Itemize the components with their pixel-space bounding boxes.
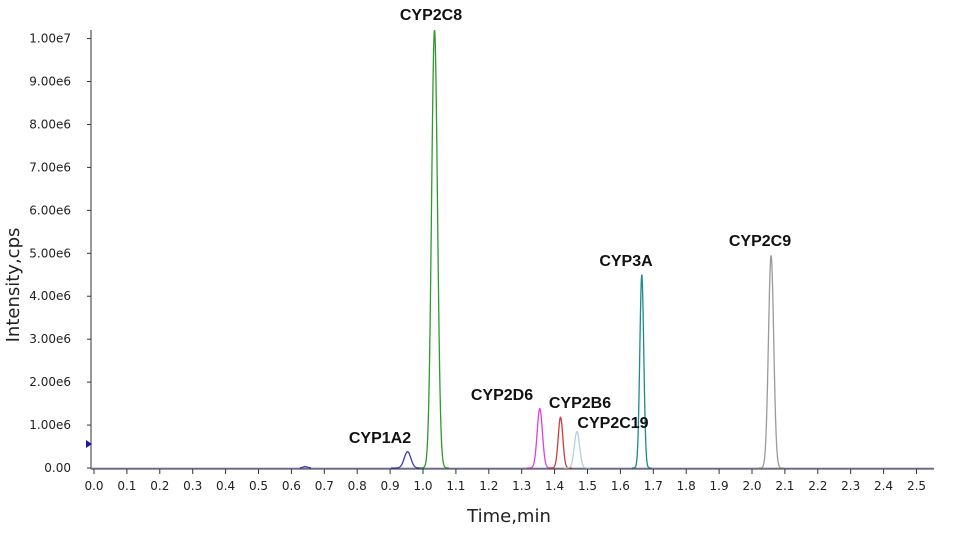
x-tick-label: 2.0 [742,479,761,493]
y-tick-label: 5.00e6 [29,246,71,260]
x-tick-label: 2.1 [775,479,794,493]
y-tick-label: 1.00e6 [29,418,71,432]
x-tick-label: 0.3 [183,479,202,493]
x-tick-label: 1.2 [479,479,498,493]
x-tick-label: 2.2 [808,479,827,493]
x-tick-label: 1.4 [545,479,564,493]
y-axis-title: Intensity,cps [3,228,24,343]
baseline-noise [299,465,312,469]
x-tick-label: 0.9 [381,479,400,493]
peak-trace-cyp2c19 [563,430,591,469]
peak-label-cyp1a2: CYP1A2 [349,430,411,447]
peak-label-cyp2d6: CYP2D6 [471,387,533,404]
x-tick-label: 2.4 [874,479,893,493]
x-tick-label: 2.5 [907,479,926,493]
x-tick-label: 0.5 [249,479,268,493]
x-tick-label: 1.5 [578,479,597,493]
y-tick-label: 3.00e6 [29,332,71,346]
x-tick-label: 1.7 [644,479,663,493]
peak-label-cyp2b6: CYP2B6 [549,395,611,412]
x-axis-title: Time,min [466,506,551,527]
y-axis-marker-icon [86,440,92,448]
x-axis: 0.0 0.1 0.2 0.3 0.4 0.5 0.6 0.7 0.8 0.9 1.0 1.1 1.2 1… [84,468,934,493]
peak-trace-cyp3a [631,274,652,469]
peak-trace-cyp2c8 [419,29,450,469]
peak-trace-cyp1a2 [391,451,424,469]
y-tick-label: 1.00e7 [29,32,71,46]
y-tick-label: 2.00e6 [29,375,71,389]
peak-trace-cyp2b6 [549,416,572,469]
peak-label-cyp3a: CYP3A [599,253,653,270]
peak-trace-cyp2c9 [757,255,785,469]
x-tick-label: 1.1 [446,479,465,493]
x-tick-label: 1.8 [677,479,696,493]
y-axis: 0.00 1.00e6 2.00e6 3.00e6 4.00e6 5.00e6 6.00e6… [29,30,92,475]
x-tick-label: 0.2 [150,479,169,493]
x-tick-label: 0.1 [117,479,136,493]
x-tick-label: 2.3 [841,479,860,493]
x-tick-label: 0.0 [84,479,103,493]
y-tick-label: 6.00e6 [29,203,71,217]
y-tick-label: 7.00e6 [29,160,71,174]
x-tick-label: 0.4 [216,479,235,493]
y-tick-label: 4.00e6 [29,289,71,303]
peak-labels: CYP1A2 CYP2C8 CYP2D6 CYP2B6 CYP2C19 CYP3A CYP2… [349,7,791,447]
y-tick-label: 0.00 [44,461,71,475]
y-tick-label: 8.00e6 [29,117,71,131]
peak-trace-cyp2d6 [526,407,553,469]
x-tick-label: 1.6 [611,479,630,493]
peak-label-cyp2c8: CYP2C8 [400,7,462,24]
y-tick-label: 9.00e6 [29,75,71,89]
peak-label-cyp2c19: CYP2C19 [577,415,648,432]
x-tick-label: 0.8 [348,479,367,493]
x-tick-label: 0.6 [282,479,301,493]
x-tick-label: 1.3 [512,479,531,493]
chromatogram-traces [92,29,934,469]
peak-label-cyp2c9: CYP2C9 [729,233,791,250]
x-tick-label: 1.0 [413,479,432,493]
x-tick-label: 0.7 [315,479,334,493]
x-tick-label: 1.9 [710,479,729,493]
